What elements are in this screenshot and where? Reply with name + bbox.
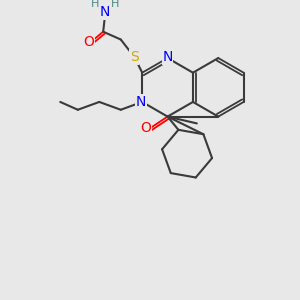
Text: N: N [162, 50, 173, 64]
Text: N: N [100, 5, 110, 19]
Text: H: H [91, 0, 100, 9]
Text: H: H [111, 0, 119, 9]
Text: O: O [83, 35, 94, 50]
Text: S: S [130, 50, 139, 64]
Text: O: O [141, 121, 152, 135]
Text: N: N [136, 95, 146, 109]
